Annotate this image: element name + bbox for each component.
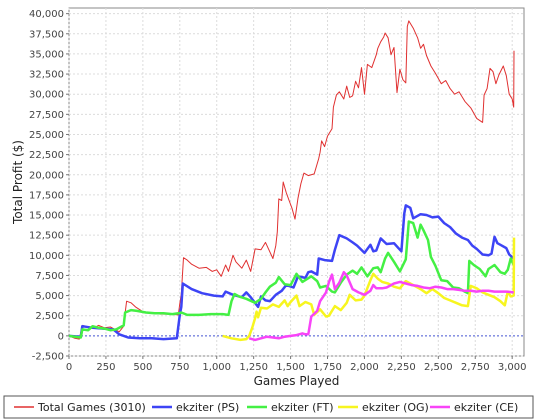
legend-label: ekziter (FT) xyxy=(271,401,334,414)
x-tick-label: 1,000 xyxy=(202,362,231,373)
x-tick-label: 500 xyxy=(133,362,152,373)
y-tick-label: 20,000 xyxy=(29,170,64,181)
x-tick-label: 2,250 xyxy=(387,362,416,373)
x-tick-label: 2,500 xyxy=(424,362,453,373)
y-tick-label: 15,000 xyxy=(29,211,64,222)
x-axis-title: Games Played xyxy=(254,374,340,388)
x-tick-label: 2,750 xyxy=(461,362,490,373)
x-tick-label: 1,250 xyxy=(239,362,268,373)
y-tick-label: 22,500 xyxy=(29,150,64,161)
x-tick-label: 1,500 xyxy=(276,362,305,373)
legend-label: ekziter (OG) xyxy=(362,401,429,414)
x-tick-label: 3,000 xyxy=(498,362,527,373)
legend-label: Total Games (3010) xyxy=(37,401,146,414)
x-tick-label: 1,750 xyxy=(313,362,342,373)
x-axis: 0 250 500 750 1,000 1,250 1,500 1,750 2,000 2,250… xyxy=(66,356,527,373)
y-tick-label: 37,500 xyxy=(29,29,64,40)
y-tick-label: 32,500 xyxy=(29,70,64,81)
x-tick-label: 750 xyxy=(170,362,189,373)
y-tick-label: 2,500 xyxy=(35,311,64,322)
y-tick-label: 25,000 xyxy=(29,130,64,141)
x-tick-label: 2,000 xyxy=(350,362,379,373)
x-tick-label: 0 xyxy=(66,362,72,373)
x-tick-label: 250 xyxy=(96,362,115,373)
legend: Total Games (3010) ekziter (PS) ekziter (F… xyxy=(3,395,534,419)
legend-box xyxy=(3,395,534,419)
y-axis-title: Total Profit ($) xyxy=(11,140,25,225)
legend-label: ekziter (PS) xyxy=(176,401,239,414)
y-axis: -2,500 0 2,500 5,000 7,500 10,000 12,500 15,000… xyxy=(29,9,69,363)
y-tick-label: 27,500 xyxy=(29,110,64,121)
series-line-ekziter-ft xyxy=(68,220,515,339)
y-tick-label: 30,000 xyxy=(29,90,64,101)
y-tick-label: 35,000 xyxy=(29,49,64,60)
y-tick-label: 0 xyxy=(58,331,64,342)
y-tick-label: 40,000 xyxy=(29,9,64,20)
y-tick-label: 7,500 xyxy=(35,271,64,282)
series-line-ekziter-ps xyxy=(68,204,515,341)
y-tick-label: 5,000 xyxy=(35,291,64,302)
series-line-ekziter-ce xyxy=(248,270,514,342)
series-layer xyxy=(68,20,516,342)
y-tick-label: 10,000 xyxy=(29,251,64,262)
y-tick-label: 12,500 xyxy=(29,231,64,242)
y-tick-label: -2,500 xyxy=(32,352,64,363)
legend-label: ekziter (CE) xyxy=(454,401,518,414)
gridlines xyxy=(68,8,524,357)
y-tick-label: 17,500 xyxy=(29,190,64,201)
